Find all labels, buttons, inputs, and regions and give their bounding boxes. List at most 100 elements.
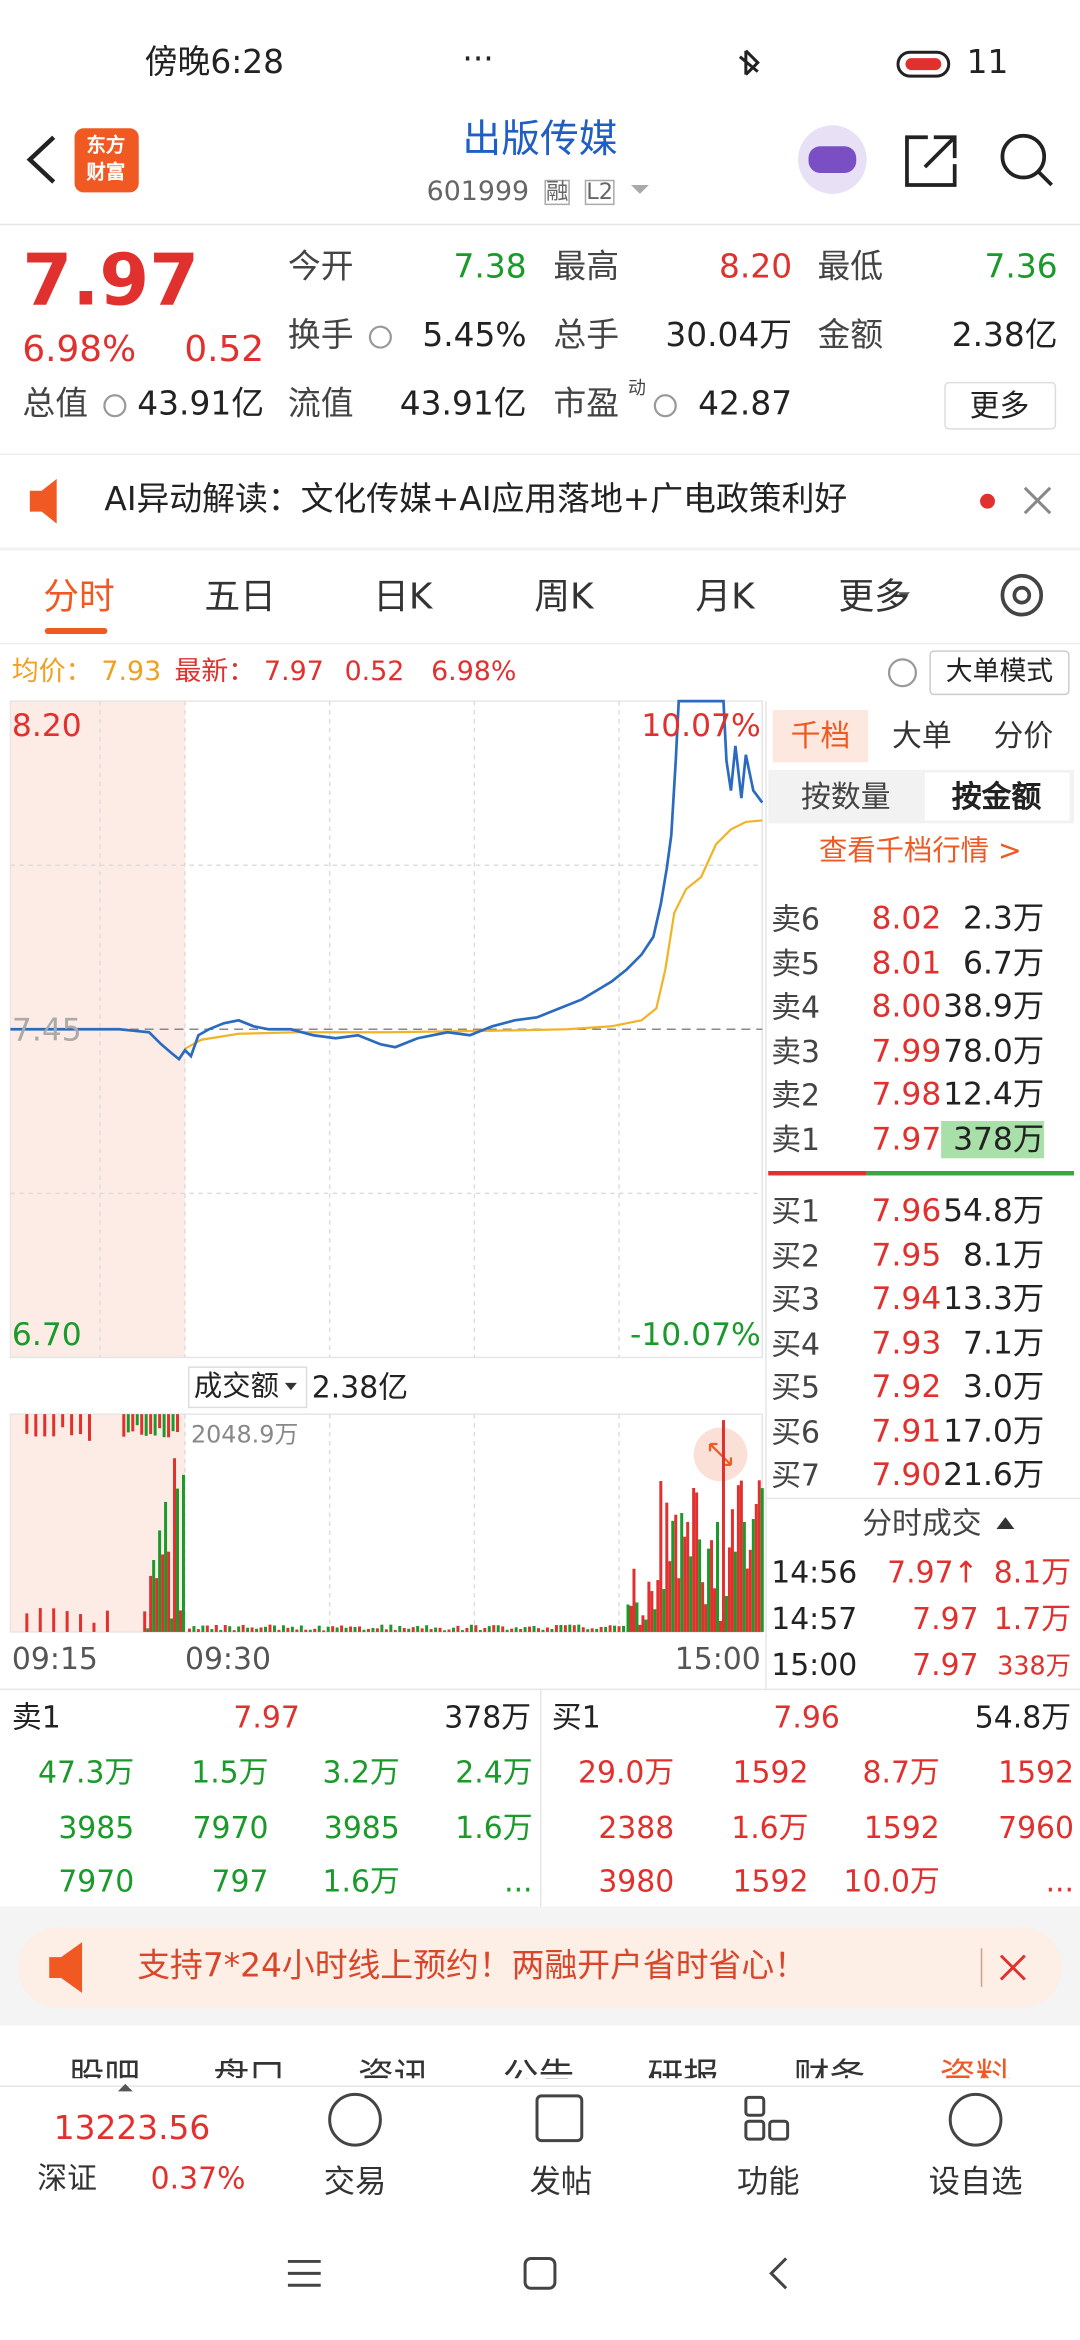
axis-label: 6.70	[11, 1316, 82, 1353]
book-price: 8.00	[871, 988, 942, 1025]
volume-bar	[237, 1626, 241, 1632]
settings-icon[interactable]	[1000, 573, 1044, 617]
share-icon[interactable]	[905, 135, 957, 187]
nav-item[interactable]: 设自选	[928, 2163, 1023, 2200]
volume-bar	[170, 1618, 174, 1632]
alert-text[interactable]: AI异动解读：文化传媒+AI应用落地+广电政策利好	[104, 481, 848, 520]
volume-bar	[496, 1625, 500, 1632]
volume-bar	[268, 1624, 272, 1632]
book-level: 买4	[771, 1325, 821, 1362]
close-icon[interactable]	[1023, 486, 1052, 515]
nav-item[interactable]: 功能	[736, 2163, 800, 2200]
stock-name[interactable]: 出版传媒	[462, 117, 618, 163]
content-tab[interactable]: 资讯	[358, 2055, 430, 2098]
volume-bar	[143, 1611, 147, 1632]
content-tab[interactable]: 盘口	[213, 2055, 285, 2098]
chart-tab[interactable]: 五日	[204, 575, 276, 618]
logo[interactable]	[74, 128, 139, 193]
latest-value: 7.97	[264, 656, 324, 688]
volume-selector[interactable]: 成交额	[193, 1370, 279, 1403]
search-icon[interactable]	[1000, 133, 1047, 180]
help-icon[interactable]	[368, 325, 392, 349]
trade-icon[interactable]	[328, 2092, 382, 2147]
volume-bar	[171, 1414, 175, 1432]
chart-tab[interactable]: 月K	[695, 575, 755, 618]
nav-item[interactable]: 交易	[323, 2163, 387, 2200]
book-subtab[interactable]: 按数量	[801, 778, 891, 815]
volume-bar	[411, 1627, 415, 1632]
banner-box[interactable]	[17, 1927, 1063, 2008]
volume-bar	[532, 1626, 536, 1632]
dropdown-icon	[898, 592, 910, 600]
tag: L2	[584, 178, 615, 206]
bluetooth-icon	[738, 49, 760, 76]
volume-bar	[677, 1578, 681, 1632]
vol-selector-box[interactable]	[187, 1366, 308, 1409]
time-label: 09:30	[184, 1640, 271, 1677]
volume-bar	[187, 1628, 191, 1632]
chart-tab[interactable]: 更多	[838, 575, 910, 618]
back-key[interactable]	[769, 2257, 788, 2290]
book-tab[interactable]: 千档	[790, 717, 851, 754]
content-tab[interactable]: 研报	[647, 2055, 720, 2098]
expand-icon[interactable]	[117, 2083, 133, 2092]
trade-volume: 1.7万	[993, 1600, 1072, 1637]
book-volume: 38.9万	[943, 988, 1045, 1025]
volume-bar	[721, 1420, 725, 1632]
index-value[interactable]: 13223.56	[53, 2110, 211, 2149]
feature-icon	[768, 2119, 790, 2141]
banner-close[interactable]	[999, 1954, 1026, 1981]
average-line	[184, 819, 763, 1050]
book-tab[interactable]: 大单	[892, 717, 952, 754]
queue-item: 7970	[58, 1863, 135, 1899]
stat-label: 今开	[287, 249, 354, 287]
queue-item: 1.6万	[731, 1808, 809, 1845]
banner-text[interactable]: 支持7*24小时线上预约！两融开户省时省心！	[137, 1948, 808, 1986]
help-icon[interactable]	[887, 658, 918, 688]
book-subtab[interactable]: 按金额	[951, 778, 1042, 815]
help-icon[interactable]	[653, 394, 677, 418]
content-tab[interactable]: 股吧	[68, 2055, 141, 2098]
book-level: 买5	[771, 1369, 821, 1406]
volume-bar	[286, 1627, 290, 1632]
volume-bar	[629, 1605, 633, 1632]
volume-bar	[707, 1548, 711, 1632]
mode-button-box[interactable]	[929, 650, 1070, 696]
back-icon[interactable]	[26, 135, 56, 184]
menu-key[interactable]	[287, 2259, 321, 2287]
volume-bar	[176, 1488, 180, 1632]
home-key[interactable]	[523, 2256, 557, 2290]
book-link[interactable]: 查看千档行情 >	[818, 834, 1022, 868]
book-price: 8.02	[871, 900, 942, 937]
feature-icon[interactable]	[744, 2095, 766, 2117]
volume-bar	[88, 1414, 91, 1441]
search-icon-handle	[1036, 170, 1053, 187]
dropdown-icon[interactable]	[630, 184, 649, 194]
book-tab[interactable]: 分价	[993, 717, 1054, 754]
mode-button[interactable]: 大单模式	[945, 656, 1054, 688]
volume-bar	[52, 1608, 56, 1632]
active-book-tab[interactable]	[772, 710, 869, 763]
chart-tab[interactable]: 日K	[373, 575, 433, 618]
content-tab[interactable]: 资料	[939, 2055, 1012, 2098]
content-tab[interactable]: 公告	[502, 2055, 575, 2098]
volume-bar	[736, 1485, 740, 1632]
chart-tab[interactable]: 分时	[43, 575, 115, 618]
volume-bar	[443, 1630, 447, 1632]
active-book-subtab[interactable]	[924, 772, 1070, 821]
book-volume: 12.4万	[943, 1076, 1045, 1113]
more-button[interactable]: 更多	[969, 387, 1030, 424]
help-icon[interactable]	[103, 394, 127, 418]
post-icon[interactable]	[535, 2094, 584, 2143]
watchlist-icon[interactable]	[948, 2092, 1003, 2147]
more-button-box[interactable]	[944, 381, 1057, 430]
stock-code: 601999	[426, 176, 530, 208]
queue-item: 1592	[732, 1863, 809, 1899]
nav-item[interactable]: 发帖	[529, 2163, 593, 2200]
chart-tab[interactable]: 周K	[534, 575, 594, 618]
logo-text[interactable]: 东方	[86, 134, 126, 158]
volume-bar	[632, 1568, 636, 1632]
logo-text[interactable]: 财富	[86, 161, 126, 185]
volume-bar	[255, 1628, 259, 1632]
content-tab[interactable]: 财务	[793, 2055, 866, 2098]
